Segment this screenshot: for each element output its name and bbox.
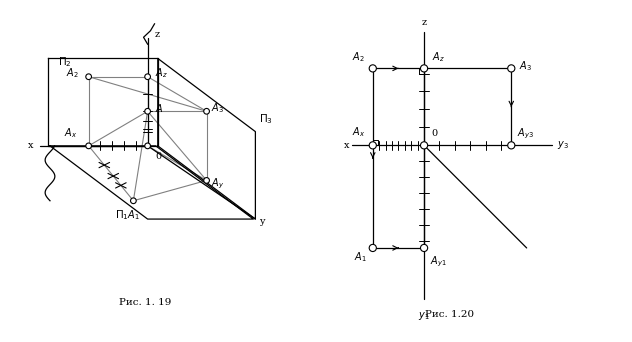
Circle shape [204,177,209,183]
Circle shape [145,74,150,80]
Circle shape [204,108,209,114]
Text: $Π_3$: $Π_3$ [260,113,274,126]
Circle shape [507,142,515,149]
Circle shape [369,65,377,72]
Text: $A_{y3}$: $A_{y3}$ [518,127,535,141]
Text: $A_2$: $A_2$ [353,51,365,64]
Circle shape [420,142,428,149]
Text: 0: 0 [155,152,162,161]
Circle shape [145,143,150,149]
Text: $Π_1$: $Π_1$ [116,208,130,222]
Text: $A_{y1}$: $A_{y1}$ [430,254,447,268]
Text: 0: 0 [432,129,438,138]
Circle shape [507,65,515,72]
Text: x: x [344,141,349,150]
Text: $A_1$: $A_1$ [127,208,140,222]
Text: y: y [260,218,265,226]
Text: $A_3$: $A_3$ [519,59,532,73]
Text: $Π_2$: $Π_2$ [58,55,72,68]
Text: $A_x$: $A_x$ [352,126,365,139]
Text: $y_3$: $y_3$ [557,139,569,152]
Circle shape [420,245,428,252]
Text: Рис. 1.20: Рис. 1.20 [425,310,474,319]
Text: $A_z$: $A_z$ [432,51,445,64]
Polygon shape [48,58,158,146]
Text: z: z [422,18,427,27]
Polygon shape [50,146,253,219]
Text: $A_y$: $A_y$ [212,176,225,191]
Circle shape [145,108,150,114]
Text: z: z [155,29,160,39]
Text: $A_z$: $A_z$ [155,66,167,80]
Text: $A_3$: $A_3$ [212,101,224,115]
Text: $A_2$: $A_2$ [66,66,78,80]
Circle shape [369,245,377,252]
Text: $y_1$: $y_1$ [418,310,430,321]
Circle shape [369,142,377,149]
Text: $A_x$: $A_x$ [64,126,77,140]
Circle shape [86,74,92,80]
Text: $A_1$: $A_1$ [354,250,367,264]
Text: Рис. 1. 19: Рис. 1. 19 [119,298,172,307]
Polygon shape [158,58,255,219]
Text: x: x [28,141,33,150]
Circle shape [420,65,428,72]
Circle shape [131,198,137,203]
Circle shape [86,143,92,149]
Text: $A$: $A$ [155,102,163,114]
